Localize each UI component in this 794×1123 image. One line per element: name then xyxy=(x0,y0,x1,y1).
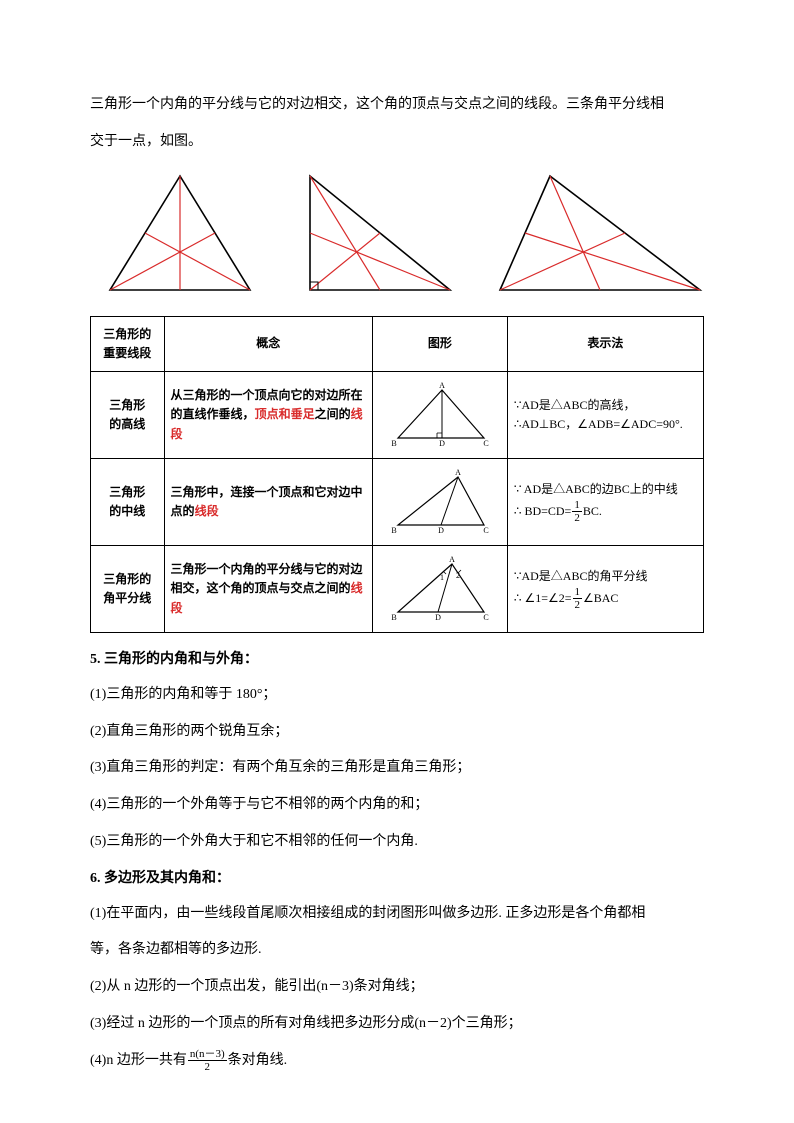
row-name: 三角形的角平分线 xyxy=(91,545,165,632)
section6-item3: (3)经过 n 边形的一个顶点的所有对角线把多边形分成(n－2)个三角形； xyxy=(90,1009,704,1040)
table-row: 三角形的高线从三角形的一个顶点向它的对边所在的直线作垂线，顶点和垂足之间的线段 … xyxy=(91,371,704,458)
svg-text:D: D xyxy=(438,526,444,535)
section5-item: (2)直角三角形的两个锐角互余； xyxy=(90,717,704,748)
row-representation: ∵AD是△ABC的角平分线 ∴ ∠1=∠2=12∠BAC xyxy=(507,545,703,632)
table-row: 三角形的中线三角形中，连接一个顶点和它对边中点的线段 A B D C ∵ AD是△AB… xyxy=(91,458,704,545)
item4-post: 条对角线. xyxy=(228,1053,288,1068)
svg-text:1: 1 xyxy=(440,573,444,582)
row-name: 三角形的中线 xyxy=(91,458,165,545)
section5-item: (5)三角形的一个外角大于和它不相邻的任何一个内角. xyxy=(90,827,704,858)
svg-text:2: 2 xyxy=(456,571,460,580)
triangle-obtuse xyxy=(490,168,710,298)
item4-pre: (4)n 边形一共有 xyxy=(90,1053,187,1068)
section5-item: (3)直角三角形的判定：有两个角互余的三角形是直角三角形； xyxy=(90,753,704,784)
svg-text:A: A xyxy=(449,555,455,564)
row-representation: ∵ AD是△ABC的边BC上的中线 ∴ BD=CD=12BC. xyxy=(507,458,703,545)
section6-item1b: 等，各条边都相等的多边形. xyxy=(90,935,704,966)
svg-text:B: B xyxy=(391,613,396,622)
th-repr: 表示法 xyxy=(507,316,703,371)
section6-item2: (2)从 n 边形的一个顶点出发，能引出(n－3)条对角线； xyxy=(90,972,704,1003)
row-concept: 三角形一个内角的平分线与它的对边相交，这个角的顶点与交点之间的线段 xyxy=(164,545,372,632)
bisector-triangles-figure xyxy=(100,168,704,298)
section-5-title: 5. 三角形的内角和与外角： xyxy=(90,645,704,676)
row-representation: ∵AD是△ABC的高线，∴AD⊥BC，∠ADB=∠ADC=90°. xyxy=(507,371,703,458)
frac-num: n(n－3) xyxy=(188,1048,227,1061)
svg-text:D: D xyxy=(435,613,441,622)
section-6-title: 6. 多边形及其内角和： xyxy=(90,864,704,895)
triangle-acute xyxy=(100,168,260,298)
triangle-segments-table: 三角形的重要线段 概念 图形 表示法 三角形的高线从三角形的一个顶点向它的对边所… xyxy=(90,316,704,633)
svg-text:B: B xyxy=(391,526,396,535)
svg-text:A: A xyxy=(455,468,461,477)
section5-item: (4)三角形的一个外角等于与它不相邻的两个内角的和； xyxy=(90,790,704,821)
svg-text:C: C xyxy=(483,613,488,622)
row-figure: A B D C 1 2 xyxy=(372,545,507,632)
section6-item1a: (1)在平面内，由一些线段首尾顺次相接组成的封闭图形叫做多边形. 正多边形是各个… xyxy=(90,899,704,930)
frac-den: 2 xyxy=(188,1061,227,1073)
svg-text:B: B xyxy=(391,439,396,448)
intro-line-2: 交于一点，如图。 xyxy=(90,127,704,158)
svg-text:A: A xyxy=(439,381,445,390)
th-name: 三角形的重要线段 xyxy=(91,316,165,371)
section5-item: (1)三角形的内角和等于 180°； xyxy=(90,680,704,711)
row-name: 三角形的高线 xyxy=(91,371,165,458)
row-figure: A B D C xyxy=(372,458,507,545)
triangle-right xyxy=(290,168,460,298)
svg-text:C: C xyxy=(483,439,488,448)
item4-fraction: n(n－3)2 xyxy=(188,1048,227,1073)
svg-text:C: C xyxy=(483,526,488,535)
intro-line-1: 三角形一个内角的平分线与它的对边相交，这个角的顶点与交点之间的线段。三条角平分线… xyxy=(90,90,704,121)
section6-item4: (4)n 边形一共有n(n－3)2条对角线. xyxy=(90,1046,704,1077)
th-figure: 图形 xyxy=(372,316,507,371)
svg-text:D: D xyxy=(439,439,445,448)
table-header-row: 三角形的重要线段 概念 图形 表示法 xyxy=(91,316,704,371)
row-concept: 三角形中，连接一个顶点和它对边中点的线段 xyxy=(164,458,372,545)
th-concept: 概念 xyxy=(164,316,372,371)
row-figure: A B D C xyxy=(372,371,507,458)
table-row: 三角形的角平分线三角形一个内角的平分线与它的对边相交，这个角的顶点与交点之间的线… xyxy=(91,545,704,632)
row-concept: 从三角形的一个顶点向它的对边所在的直线作垂线，顶点和垂足之间的线段 xyxy=(164,371,372,458)
